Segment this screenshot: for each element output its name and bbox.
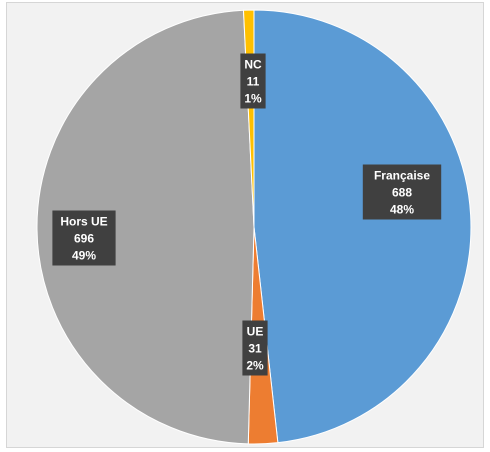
pie-slice-hors-ue [36,9,255,445]
data-label-nc: NC 11 1% [240,53,266,109]
data-label-category: UE [247,325,264,339]
data-label-francaise: Française 688 48% [362,164,442,220]
data-label-percent: 48% [390,203,414,217]
data-label-category: Française [374,169,430,183]
data-label-percent: 49% [72,249,96,263]
data-label-value: 31 [248,342,262,356]
data-label-value: 11 [247,75,260,89]
data-label-box [242,320,268,376]
data-label-box [362,164,442,220]
data-label-category: NC [244,58,262,72]
data-label-category: Hors UE [60,215,107,229]
data-label-hors-ue: Hors UE 696 49% [52,210,116,266]
data-label-box [240,53,266,109]
data-label-value: 696 [74,232,94,246]
pie-slice-francaise [253,9,472,444]
data-label-ue: UE 31 2% [242,320,268,376]
data-label-percent: 1% [244,92,262,106]
data-label-percent: 2% [246,359,264,373]
data-label-box [52,210,116,266]
data-label-value: 688 [392,186,412,200]
